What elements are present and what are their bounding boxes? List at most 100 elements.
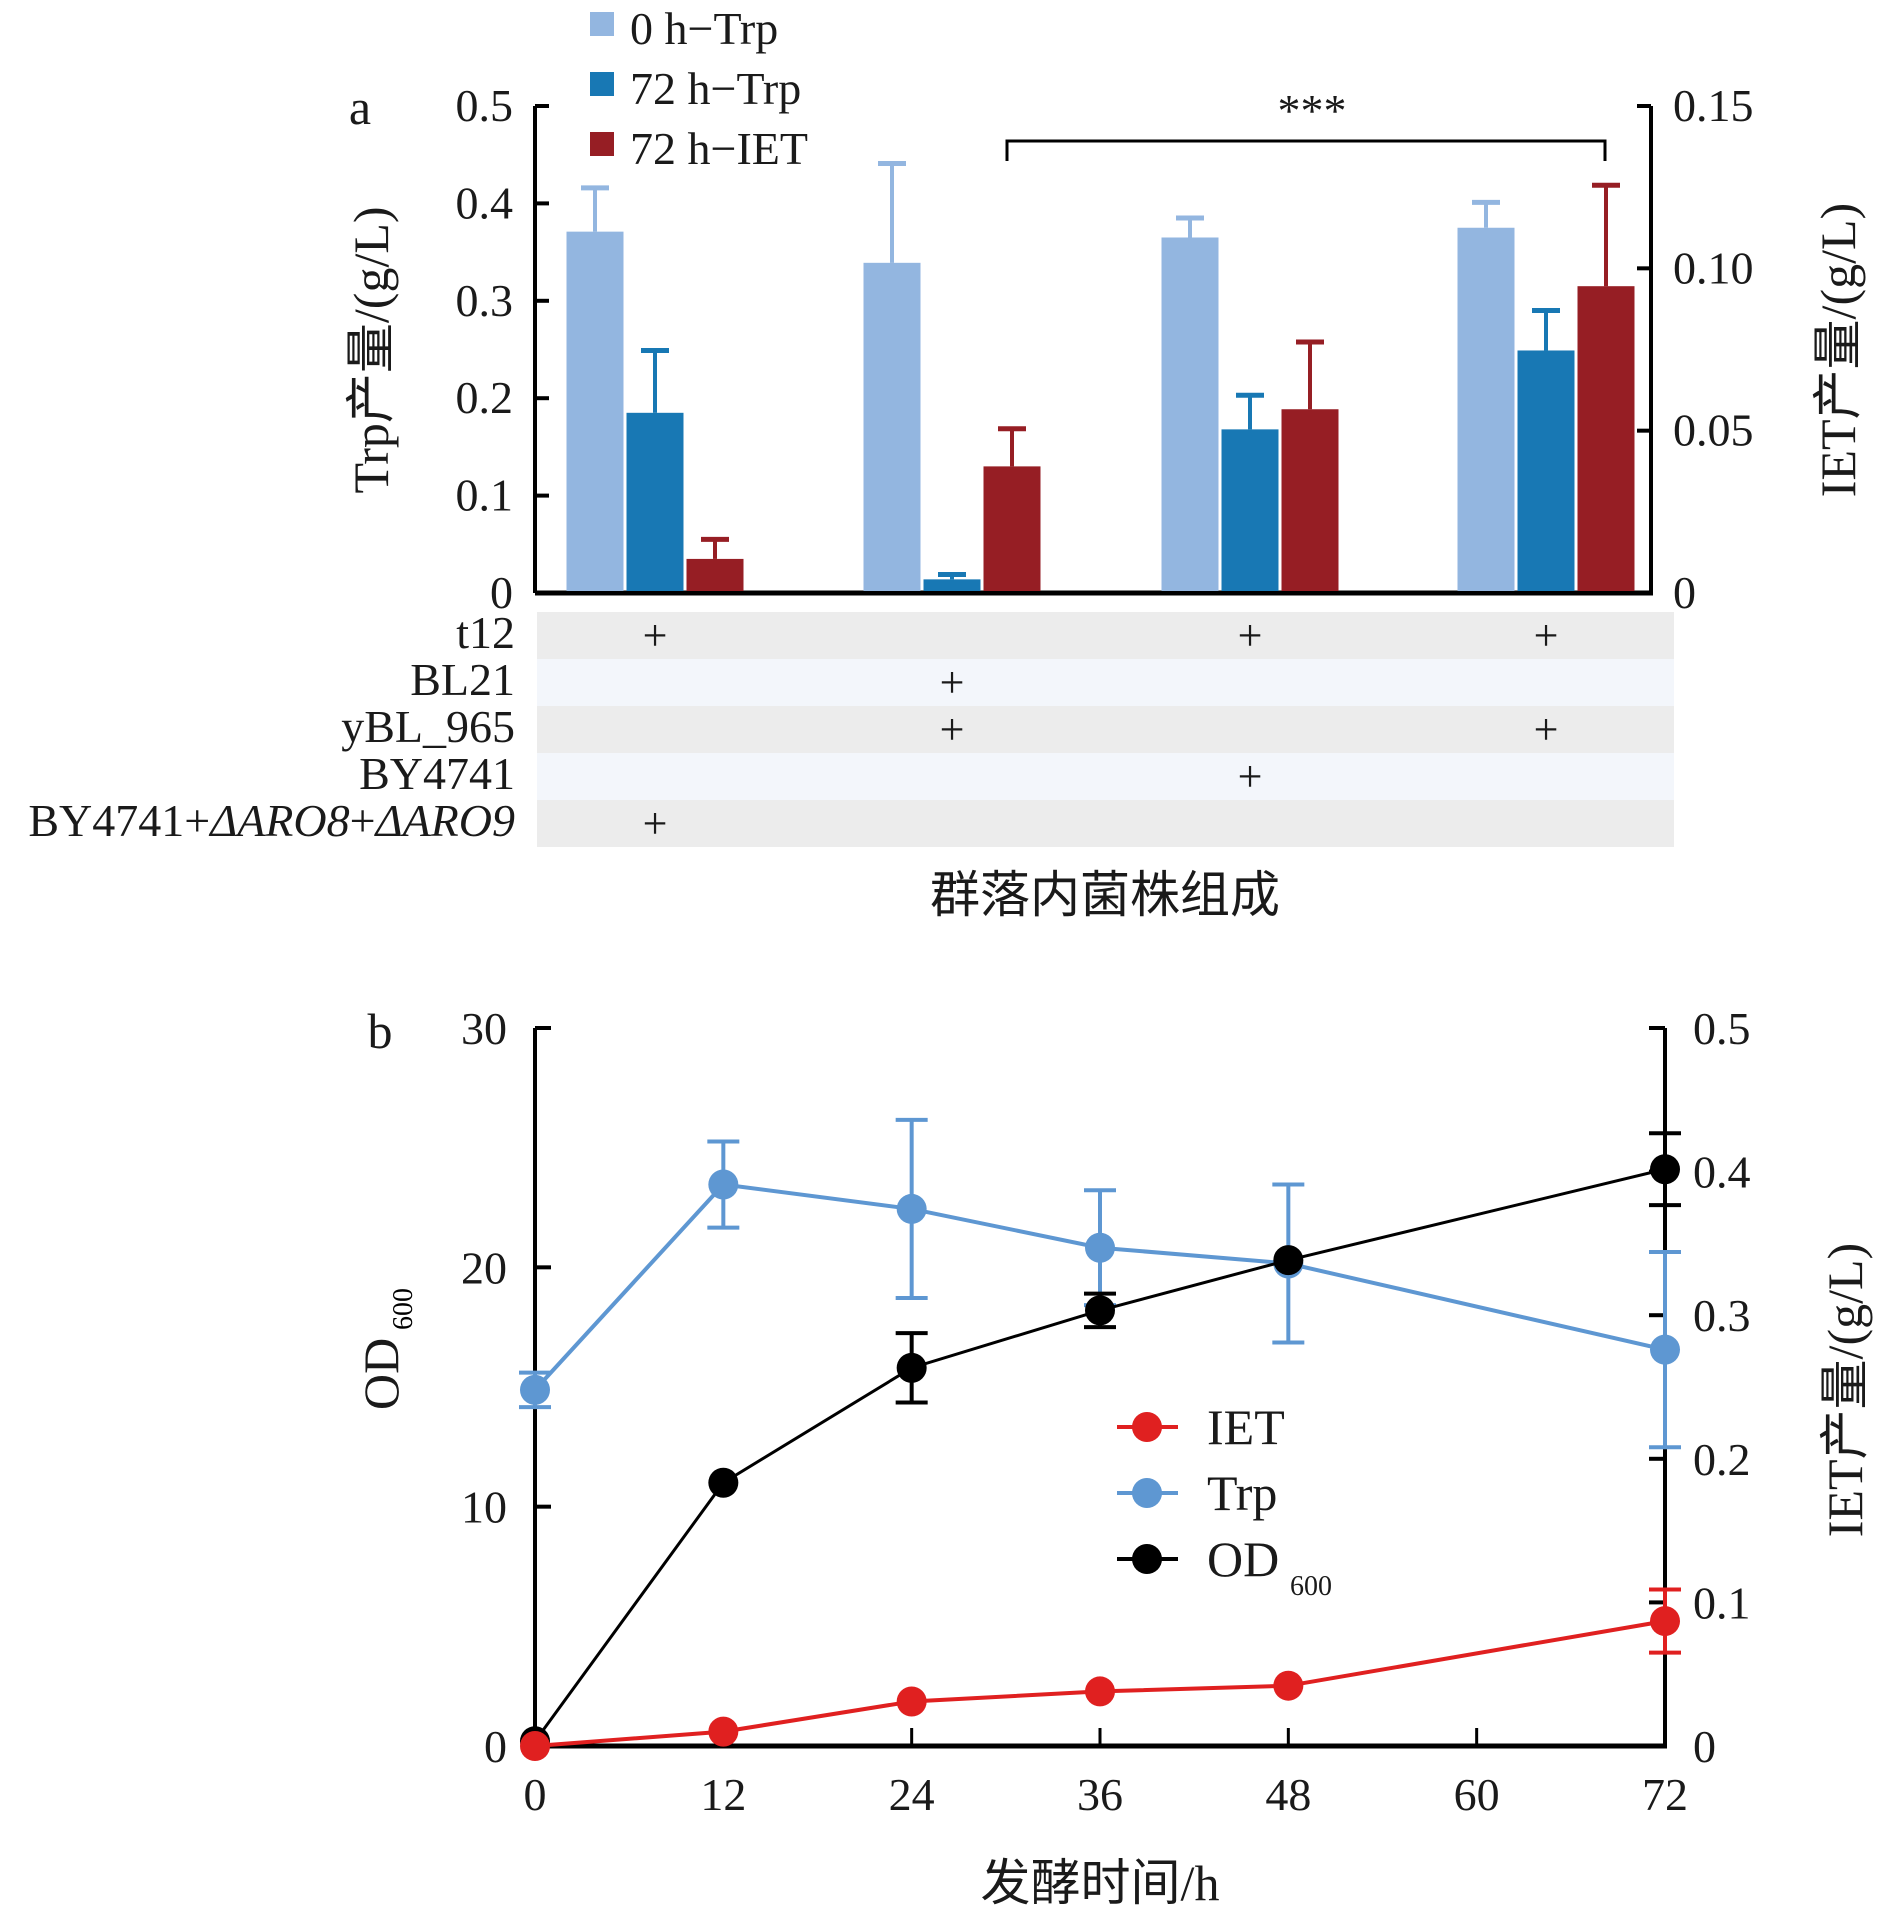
data-point-iet bbox=[1273, 1670, 1304, 1701]
bar bbox=[1221, 429, 1279, 591]
bar bbox=[626, 412, 684, 591]
data-point-od600 bbox=[708, 1467, 739, 1498]
data-point-trp bbox=[896, 1193, 927, 1224]
y-right-tick-label: 0.5 bbox=[1693, 1003, 1751, 1054]
panel-a-label: a bbox=[349, 79, 371, 135]
strain-row bbox=[537, 800, 1674, 847]
chart-b-xlabel: 发酵时间/h bbox=[981, 1855, 1220, 1911]
bar bbox=[863, 262, 921, 591]
x-tick-label: 36 bbox=[1077, 1769, 1123, 1820]
bar bbox=[1517, 350, 1575, 591]
presence-mark: + bbox=[1534, 705, 1559, 754]
y-right-tick-label: 0.05 bbox=[1673, 405, 1754, 456]
data-point-trp bbox=[1650, 1334, 1680, 1365]
strain-row-label: BL21 bbox=[410, 654, 515, 705]
panel-b-label: b bbox=[368, 1003, 393, 1059]
y-right-tick-label: 0 bbox=[1693, 1721, 1716, 1772]
significance-bracket bbox=[1005, 139, 1607, 161]
strain-row-label-part: BL21 bbox=[410, 654, 515, 705]
legend-swatch bbox=[590, 12, 614, 36]
y-tick-label: 0.3 bbox=[456, 275, 514, 326]
legend-label: 72 h−Trp bbox=[630, 63, 801, 114]
strain-row-label: BY4741+ΔARO8+ΔARO9 bbox=[28, 795, 515, 846]
x-tick-label: 0 bbox=[524, 1769, 547, 1820]
bar bbox=[923, 579, 981, 591]
chart-b-ylabel-sub: 600 bbox=[388, 1288, 419, 1330]
data-point-trp bbox=[520, 1374, 550, 1405]
x-tick-label: 60 bbox=[1454, 1769, 1500, 1820]
data-point-od600 bbox=[896, 1352, 927, 1383]
y-tick-label: 0 bbox=[490, 567, 513, 618]
strain-row bbox=[537, 706, 1674, 753]
chart-b-ylabel: OD 600 bbox=[353, 1288, 419, 1410]
legend-label-sub: 600 bbox=[1290, 1571, 1332, 1602]
strain-row-label-part: BY4741 bbox=[359, 748, 515, 799]
y-right-tick-label: 0.2 bbox=[1693, 1434, 1751, 1485]
strain-row bbox=[537, 659, 1674, 706]
bar bbox=[686, 558, 744, 591]
bar bbox=[1281, 409, 1339, 591]
legend-label: IET bbox=[1207, 1399, 1285, 1455]
data-point-iet bbox=[1085, 1676, 1115, 1707]
presence-mark: + bbox=[940, 705, 965, 754]
data-point-od600 bbox=[1273, 1245, 1304, 1276]
bar bbox=[983, 466, 1041, 591]
y-right-tick-label: 0.3 bbox=[1693, 1290, 1751, 1341]
legend-marker bbox=[1132, 1478, 1162, 1508]
legend-label: 0 h−Trp bbox=[630, 3, 778, 54]
x-tick-label: 12 bbox=[700, 1769, 746, 1820]
chart-a-ylabel-right: IET产量/(g/L) bbox=[1810, 203, 1866, 497]
strain-row bbox=[537, 612, 1674, 659]
bar bbox=[566, 231, 624, 591]
y-right-tick-label: 0.4 bbox=[1693, 1147, 1751, 1198]
strain-row-label-part: t12 bbox=[456, 607, 515, 658]
strain-row-label: BY4741 bbox=[359, 748, 515, 799]
chart-a-xlabel: 群落内菌株组成 bbox=[930, 867, 1280, 923]
strain-row-label: t12 bbox=[456, 607, 515, 658]
legend-marker bbox=[1132, 1412, 1162, 1442]
y-right-tick-label: 0.15 bbox=[1673, 80, 1754, 131]
strain-row-label-part: ΔARO9 bbox=[374, 795, 515, 846]
y-tick-label: 0.4 bbox=[456, 177, 514, 228]
presence-mark: + bbox=[1534, 611, 1559, 660]
presence-mark: + bbox=[940, 658, 965, 707]
y-right-tick-label: 0 bbox=[1673, 567, 1696, 618]
data-point-iet bbox=[896, 1686, 927, 1717]
legend-swatch bbox=[590, 72, 614, 96]
series-line-od600 bbox=[533, 1167, 1666, 1743]
x-tick-label: 72 bbox=[1642, 1769, 1688, 1820]
presence-mark: + bbox=[1238, 752, 1263, 801]
y-tick-label: 20 bbox=[461, 1242, 507, 1293]
strain-row-label: yBL_965 bbox=[341, 701, 515, 752]
y-tick-label: 0.1 bbox=[456, 470, 514, 521]
series-line-iet bbox=[534, 1619, 1666, 1748]
data-point-trp bbox=[1085, 1232, 1115, 1263]
presence-mark: + bbox=[1238, 611, 1263, 660]
legend-label: 72 h−IET bbox=[630, 123, 808, 174]
presence-mark: + bbox=[643, 799, 668, 848]
y-tick-label: 30 bbox=[461, 1003, 507, 1054]
y-tick-label: 0 bbox=[484, 1721, 507, 1772]
strain-row-label-part: yBL_965 bbox=[341, 701, 515, 752]
strain-row-label-part: + bbox=[350, 795, 376, 846]
strain-row-label-part: BY4741+ bbox=[28, 795, 210, 846]
x-tick-label: 48 bbox=[1265, 1769, 1311, 1820]
y-right-tick-label: 0.10 bbox=[1673, 242, 1754, 293]
data-point-trp bbox=[708, 1169, 739, 1200]
chart-a-ylabel: Trp产量/(g/L) bbox=[343, 206, 399, 493]
y-tick-label: 0.5 bbox=[456, 80, 514, 131]
significance-label: *** bbox=[1278, 85, 1347, 136]
legend-label: OD bbox=[1207, 1531, 1279, 1587]
legend-marker bbox=[1132, 1544, 1162, 1574]
series-line-trp bbox=[533, 1182, 1666, 1392]
y-right-tick-label: 0.1 bbox=[1693, 1577, 1751, 1628]
x-tick-label: 24 bbox=[889, 1769, 935, 1820]
chart-b-ylabel-right: IET产量/(g/L) bbox=[1817, 1243, 1873, 1537]
bar bbox=[1161, 237, 1219, 592]
chart-b-ylabel-main: OD bbox=[353, 1338, 409, 1410]
data-point-od600 bbox=[1650, 1154, 1680, 1185]
bar bbox=[1457, 227, 1515, 591]
data-point-iet bbox=[708, 1716, 739, 1747]
strain-row-label-part: ΔARO8 bbox=[208, 795, 349, 846]
